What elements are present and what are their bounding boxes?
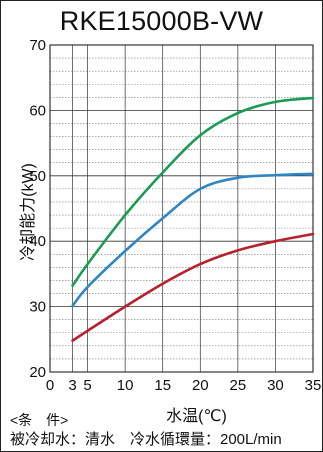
x-tick-label: 35 — [305, 377, 322, 394]
series-line-3 — [71, 232, 315, 342]
plot-area — [50, 45, 313, 372]
x-tick-label: 3 — [68, 377, 76, 394]
conditions-text: 被冷却水：清水 冷水循環量：200L/min — [10, 431, 282, 448]
y-tick-label: 40 — [29, 233, 46, 250]
series-line-2 — [71, 172, 315, 308]
conditions-heading: <条 件> — [10, 412, 69, 428]
y-tick-label: 50 — [29, 168, 46, 185]
y-tick-label: 20 — [29, 364, 46, 381]
x-tick-label: 10 — [117, 377, 134, 394]
x-tick-label: 30 — [267, 377, 284, 394]
chart-title: RKE15000B-VW — [59, 6, 264, 36]
x-tick-label: 5 — [83, 377, 91, 394]
x-tick-label: 20 — [192, 377, 209, 394]
y-tick-label: 60 — [29, 102, 46, 119]
y-tick-label: 70 — [29, 37, 46, 54]
x-axis-label: 水温(℃) — [166, 408, 227, 425]
x-tick-label: 25 — [230, 377, 247, 394]
series-line-1 — [71, 96, 315, 287]
x-tick-label: 0 — [46, 377, 54, 394]
y-tick-label: 30 — [29, 299, 46, 316]
plot-border — [49, 44, 314, 373]
x-tick-label: 15 — [154, 377, 171, 394]
